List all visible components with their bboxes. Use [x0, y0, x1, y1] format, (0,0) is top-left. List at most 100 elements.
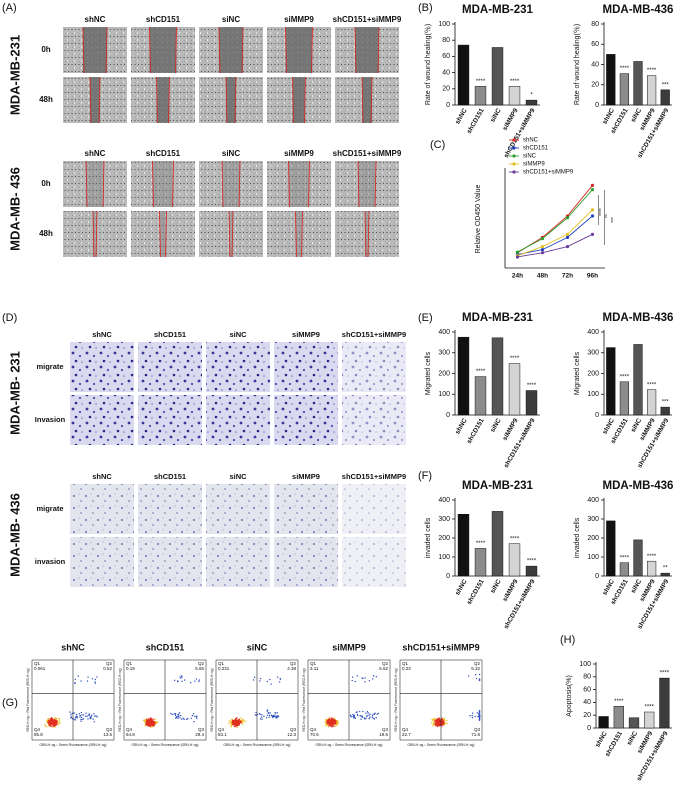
flow-event	[198, 679, 201, 681]
flow-event	[55, 717, 57, 720]
quadrant-name: Q4	[218, 727, 225, 732]
wound-edge	[98, 76, 101, 124]
transwell-image	[206, 537, 270, 587]
flow-event	[175, 716, 178, 718]
quadrant-value: 4.38	[287, 666, 296, 671]
column-label: shNC	[92, 330, 112, 339]
quadrant-name: Q2	[106, 661, 113, 666]
transwell-image	[342, 342, 406, 392]
quadrant-value: 71.8	[471, 732, 480, 737]
column-label: siNC	[222, 15, 240, 24]
flow-event	[258, 713, 261, 715]
flow-event	[330, 721, 332, 724]
x-tick-label: shCD151	[466, 578, 486, 606]
flow-event	[152, 718, 155, 720]
point	[565, 216, 570, 220]
bar	[633, 344, 643, 416]
flow-event	[439, 720, 441, 722]
x-tick-label: siMMP9	[502, 107, 520, 132]
y-tick-label: 60	[442, 53, 450, 60]
y-tick-label: 100	[587, 391, 599, 398]
flow-event	[471, 712, 474, 714]
y-axis-label: invaded cells	[574, 517, 581, 558]
flow-event	[54, 720, 57, 722]
x-tick-label: shCD151+siMMP9	[503, 578, 537, 630]
flow-event	[70, 714, 72, 716]
quadrant-value: 3.11	[310, 666, 319, 671]
flow-event	[149, 722, 152, 724]
flow-event	[236, 726, 239, 729]
point	[565, 235, 570, 239]
flow-event	[87, 676, 89, 678]
flow-event	[437, 725, 439, 728]
flow-event	[181, 680, 183, 683]
transwell-image	[274, 395, 338, 445]
bar	[646, 75, 657, 106]
flow-event	[230, 726, 232, 728]
flow-event	[96, 676, 98, 678]
flow-event	[328, 725, 330, 727]
bar	[633, 539, 643, 577]
y-tick-label: 60	[591, 41, 599, 48]
flow-event	[253, 676, 256, 679]
flow-event	[265, 717, 268, 719]
transwell-image	[70, 537, 134, 587]
quadrant-value: 64.8	[126, 732, 135, 737]
flow-event	[52, 725, 54, 727]
quadrant-value: 6.62	[379, 666, 388, 671]
wound-edge	[228, 210, 231, 258]
flow-event	[333, 725, 335, 727]
x-tick-label: 48h	[537, 273, 548, 280]
column-label: siMMP9	[292, 472, 320, 481]
flow-event	[349, 714, 352, 716]
cell-line-label: MDA-MB- 231	[7, 351, 22, 435]
flow-event	[74, 682, 76, 685]
flow-event	[75, 713, 78, 716]
flow-event	[242, 718, 244, 720]
flow-event	[179, 714, 182, 717]
flow-event	[78, 713, 81, 715]
column-label: shCD151+siMMP9	[333, 15, 402, 24]
transwell-image	[70, 484, 134, 534]
flow-event	[51, 726, 54, 729]
flow-event	[240, 717, 242, 719]
flow-event	[237, 720, 239, 722]
flow-event	[263, 715, 265, 717]
bar	[619, 562, 630, 577]
significance: ****	[647, 382, 657, 388]
flow-event	[145, 719, 147, 721]
y-tick-label: 300	[438, 350, 450, 357]
wound-edge	[367, 210, 370, 258]
legend-label: shNC	[523, 138, 539, 144]
y-tick-label: 20	[583, 712, 591, 719]
flow-event	[478, 718, 481, 720]
column-label: shCD151	[146, 149, 181, 158]
flow-event	[330, 723, 333, 725]
flow-event	[58, 717, 60, 720]
quadrant-name: Q4	[402, 727, 409, 732]
y-tick-label: 100	[438, 391, 450, 398]
bar	[457, 514, 470, 577]
x-tick-label: 72h	[562, 273, 573, 280]
wound-gap	[285, 27, 313, 73]
flow-event	[242, 719, 244, 722]
bar	[660, 572, 670, 577]
wound-edge	[361, 76, 364, 124]
wound-gap	[358, 161, 376, 207]
flow-event	[81, 714, 83, 716]
wound-edge	[304, 76, 306, 124]
flow-event	[333, 719, 336, 721]
flow-event	[327, 722, 329, 724]
wound-gap	[355, 27, 379, 73]
flow-event	[269, 678, 271, 681]
flow-event	[47, 717, 50, 720]
flow-event	[182, 717, 184, 719]
flow-event	[274, 715, 276, 717]
flow-event	[329, 719, 332, 721]
flow-event	[51, 716, 53, 719]
flow-event	[179, 717, 181, 719]
wound-edge	[301, 210, 303, 258]
quadrant-name: Q1	[310, 661, 317, 666]
flow-event	[177, 713, 180, 715]
panel-label: (F)	[418, 470, 432, 482]
